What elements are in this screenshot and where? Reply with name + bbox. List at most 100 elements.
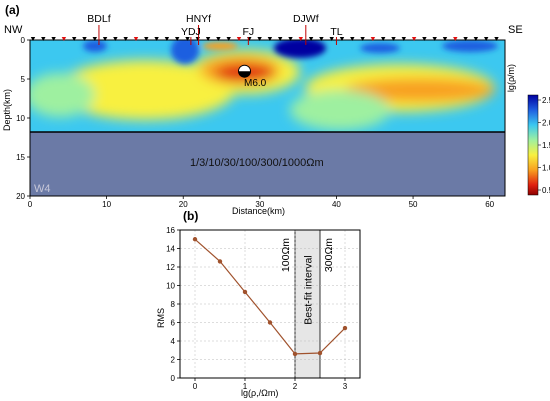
- rms-point: [217, 259, 223, 264]
- station-marker: [257, 37, 262, 41]
- a-x-tick-label: 60: [485, 200, 494, 209]
- panel-a-x-label: Distance(km): [232, 206, 285, 216]
- station-marker: [72, 37, 77, 41]
- panel-a-label: (a): [5, 3, 20, 17]
- station-marker: [484, 37, 489, 41]
- rms-point: [317, 350, 323, 356]
- station-marker: [381, 37, 386, 41]
- colorbar-label: lg(ρ/m): [506, 64, 516, 92]
- station-marker: [175, 37, 180, 41]
- b-x-tick-label: 0: [193, 382, 198, 391]
- b-y-tick-label: 16: [166, 226, 175, 235]
- a-y-tick-label: 15: [16, 153, 25, 162]
- a-x-tick-label: 30: [255, 200, 264, 209]
- station-marker: [370, 37, 376, 41]
- rms-point: [242, 289, 248, 295]
- colorbar-tick-label: 1.5: [542, 141, 550, 150]
- station-marker: [123, 37, 128, 41]
- b-y-tick-label: 12: [166, 263, 175, 272]
- fault-label: BDLf: [87, 13, 110, 25]
- band-label: Best-fit interval: [303, 255, 315, 324]
- station-marker: [360, 37, 365, 41]
- rms-point: [192, 237, 198, 242]
- panel-b-y-label: RMS: [156, 308, 166, 328]
- station-marker: [61, 37, 67, 41]
- station-marker: [339, 37, 345, 41]
- rms-point: [267, 320, 273, 325]
- station-marker: [164, 37, 170, 41]
- station-label: W4: [34, 183, 51, 195]
- rms-point: [292, 351, 298, 357]
- station-marker: [216, 37, 221, 41]
- panel-a-y-axis: 0 5 10 15 20: [16, 36, 30, 201]
- colorbar-tick-label: 2.0: [542, 119, 550, 128]
- station-marker: [401, 37, 406, 41]
- station-marker: [278, 37, 283, 41]
- resistivity-list: 1/3/10/30/100/300/1000Ωm: [190, 157, 324, 169]
- station-marker: [308, 37, 314, 41]
- fault-label: DJWf: [293, 13, 319, 25]
- station-marker: [432, 37, 437, 41]
- station-marker: [350, 37, 355, 41]
- station-marker: [41, 37, 46, 41]
- b-x-tick-label: 2: [293, 382, 298, 391]
- station-marker: [411, 37, 417, 41]
- station-marker: [494, 37, 499, 41]
- station-marker: [288, 37, 293, 41]
- a-x-tick-label: 0: [28, 200, 33, 209]
- station-marker: [442, 37, 448, 41]
- colorbar-tick-label: 2.5: [542, 96, 550, 105]
- a-y-tick-label: 0: [21, 36, 26, 45]
- earthquake-event: M6.0: [238, 64, 267, 89]
- b-x-tick-label: 1: [243, 382, 248, 391]
- a-y-tick-label: 5: [21, 75, 26, 84]
- station-marker: [329, 37, 334, 41]
- station-marker: [473, 37, 479, 41]
- fault-label: HNYf: [186, 13, 211, 25]
- station-marker: [319, 37, 324, 41]
- b-y-tick-label: 2: [171, 356, 176, 365]
- station-marker: [82, 37, 87, 41]
- station-marker: [92, 37, 97, 41]
- rms-point: [342, 325, 348, 331]
- colorbar-tick-label: 1.0: [542, 164, 550, 173]
- b-y-tick-label: 0: [171, 374, 176, 383]
- band-left-label: 100Ωm: [280, 238, 292, 272]
- band-right-label: 300Ωm: [323, 238, 335, 272]
- rms-series: [192, 237, 348, 357]
- colorbar-ticks: 2.5 2.0 1.5 1.0 0.5: [538, 96, 550, 195]
- station-marker: [185, 37, 190, 41]
- event-label: M6.0: [244, 78, 267, 89]
- b-y-tick-label: 10: [166, 282, 175, 291]
- nw-label: NW: [4, 24, 23, 36]
- colorbar-tick-label: 0.5: [542, 186, 550, 195]
- station-marker: [226, 37, 231, 41]
- a-x-tick-label: 10: [102, 200, 111, 209]
- station-marker: [298, 37, 303, 41]
- station-marker: [30, 37, 36, 41]
- resistivity-section: [30, 40, 505, 132]
- b-y-tick-label: 4: [171, 337, 176, 346]
- panel-a: (a) NW SE: [2, 3, 550, 216]
- station-marker: [453, 37, 458, 41]
- station-marker: [391, 37, 396, 41]
- station-marker: [102, 37, 108, 41]
- panel-b-x-label: lg(ρ,/Ωm): [241, 388, 278, 398]
- b-y-tick-label: 6: [171, 319, 176, 328]
- a-x-tick-label: 50: [409, 200, 418, 209]
- event-marker-fill: [238, 71, 251, 78]
- b-y-tick-label: 8: [171, 300, 176, 309]
- b-y-tick-label: 14: [166, 245, 175, 254]
- station-marker: [154, 37, 159, 41]
- colorbar: [527, 94, 539, 196]
- a-x-tick-label: 20: [179, 200, 188, 209]
- a-y-tick-label: 20: [16, 192, 25, 201]
- station-marker: [133, 37, 139, 41]
- panel-b-label: (b): [183, 209, 198, 223]
- panel-a-y-label: Depth(km): [2, 89, 12, 131]
- se-label: SE: [508, 24, 523, 36]
- masked-region: [30, 132, 505, 196]
- panel-a-x-axis: 0 10 20 30 40 50 60: [28, 196, 495, 209]
